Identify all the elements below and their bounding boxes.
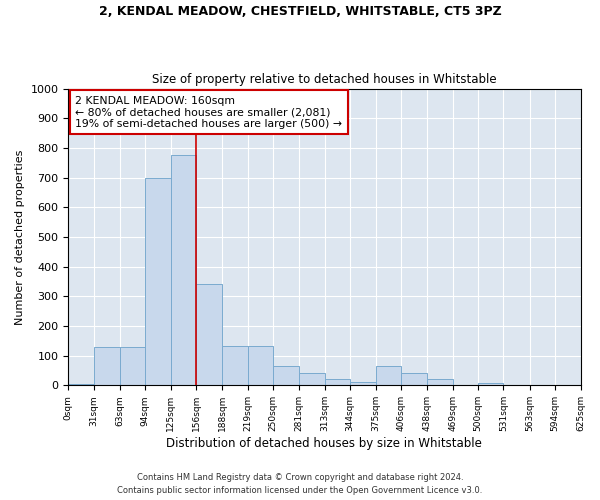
Bar — [196, 284, 223, 386]
Bar — [478, 383, 503, 386]
Bar — [94, 348, 120, 386]
Text: Contains HM Land Registry data © Crown copyright and database right 2024.
Contai: Contains HM Land Registry data © Crown c… — [118, 474, 482, 495]
Bar — [68, 384, 94, 386]
Bar — [350, 382, 376, 386]
Bar — [223, 346, 248, 386]
Text: 2 KENDAL MEADOW: 160sqm
← 80% of detached houses are smaller (2,081)
19% of semi: 2 KENDAL MEADOW: 160sqm ← 80% of detache… — [75, 96, 342, 128]
Title: Size of property relative to detached houses in Whitstable: Size of property relative to detached ho… — [152, 73, 497, 86]
X-axis label: Distribution of detached houses by size in Whitstable: Distribution of detached houses by size … — [166, 437, 482, 450]
Bar — [427, 380, 452, 386]
Bar — [120, 348, 145, 386]
Bar — [376, 366, 401, 386]
Text: 2, KENDAL MEADOW, CHESTFIELD, WHITSTABLE, CT5 3PZ: 2, KENDAL MEADOW, CHESTFIELD, WHITSTABLE… — [98, 5, 502, 18]
Bar — [171, 156, 196, 386]
Bar — [248, 346, 273, 386]
Bar — [325, 380, 350, 386]
Bar — [273, 366, 299, 386]
Bar — [145, 178, 171, 386]
Y-axis label: Number of detached properties: Number of detached properties — [15, 150, 25, 324]
Bar — [401, 374, 427, 386]
Bar — [299, 374, 325, 386]
